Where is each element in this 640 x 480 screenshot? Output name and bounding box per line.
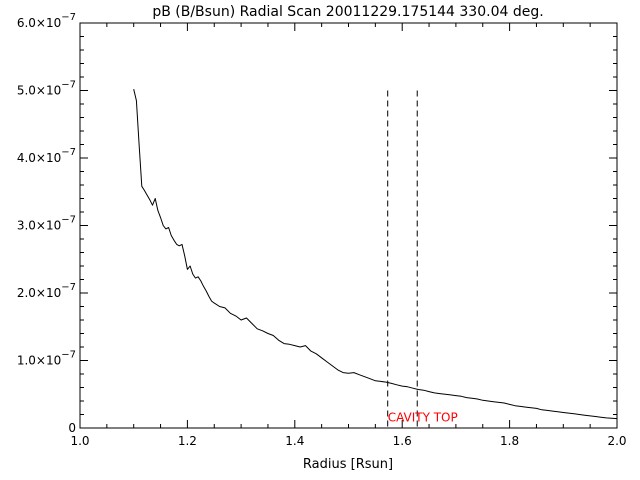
y-tick-mantissa: 2.0×10 <box>17 286 61 300</box>
y-tick-label: 4.0×10−7 <box>17 147 76 165</box>
marker-lines <box>387 90 418 428</box>
y-tick-label: 5.0×10−7 <box>17 80 76 98</box>
x-tick-label: 1.2 <box>178 434 197 448</box>
tick-labels: 1.0 1.2 1.4 1.6 1.8 2.001.0×10−72.0×10−73.0×1… <box>17 12 627 448</box>
y-tick-mantissa: 0 <box>68 421 76 435</box>
y-tick-mantissa: 3.0×10 <box>17 219 61 233</box>
y-tick-exponent: −7 <box>61 215 76 226</box>
y-tick-label: 2.0×10−7 <box>17 282 76 300</box>
chart-title: pB (B/Bsun) Radial Scan 20011229.175144 … <box>152 4 543 20</box>
x-tick-label: 1.4 <box>285 434 304 448</box>
plot-area-frame <box>79 22 618 429</box>
y-tick-mantissa: 1.0×10 <box>17 354 61 368</box>
pb-radial-series-line <box>133 88 618 420</box>
x-tick-label: 1.8 <box>500 434 519 448</box>
y-tick-exponent: −7 <box>61 12 76 23</box>
x-tick-label: 1.6 <box>393 434 412 448</box>
x-tick-label: 1.0 <box>70 434 89 448</box>
series-layer <box>133 88 618 420</box>
y-tick-mantissa: 6.0×10 <box>17 16 61 30</box>
y-tick-exponent: −7 <box>61 350 76 361</box>
y-tick-mantissa: 4.0×10 <box>17 151 61 165</box>
y-tick-exponent: −7 <box>61 80 76 91</box>
y-tick-exponent: −7 <box>61 282 76 293</box>
x-axis-label: Radius [Rsun] <box>303 457 393 472</box>
x-tick-label: 2.0 <box>607 434 626 448</box>
y-tick-label: 1.0×10−7 <box>17 350 76 368</box>
y-tick-exponent: −7 <box>61 147 76 158</box>
cavity-top-annotation: CAVITY TOP <box>388 411 458 425</box>
y-tick-label: 6.0×10−7 <box>17 12 76 30</box>
y-tick-label: 0 <box>68 421 76 435</box>
y-tick-label: 3.0×10−7 <box>17 215 76 233</box>
y-tick-mantissa: 5.0×10 <box>17 84 61 98</box>
